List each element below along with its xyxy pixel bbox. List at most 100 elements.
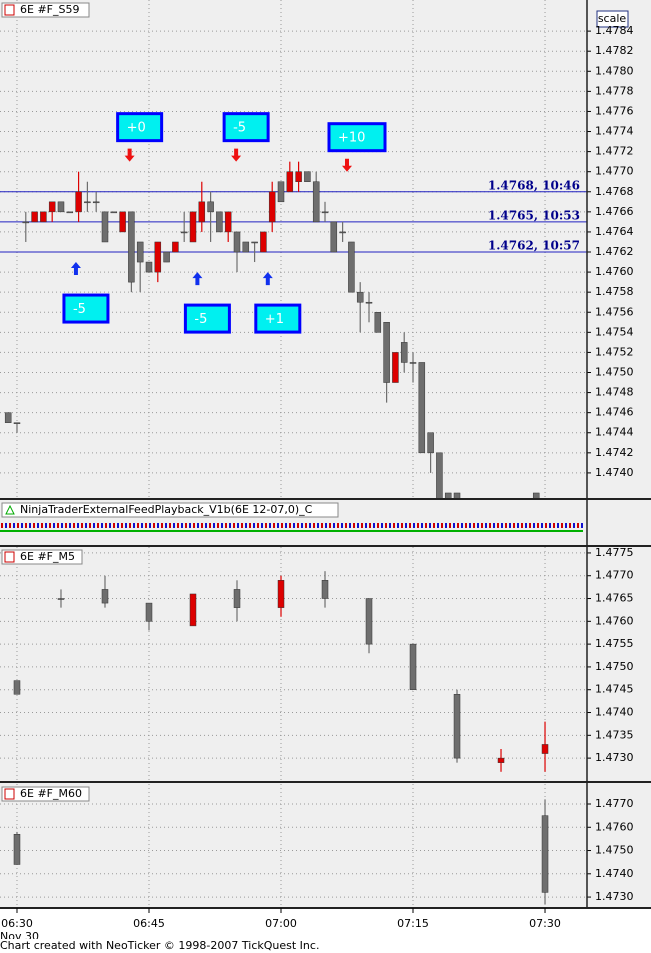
indicator-marker xyxy=(421,523,423,528)
indicator-marker xyxy=(549,523,551,528)
annotation-arrow xyxy=(231,148,242,162)
y-tick-label: 1.4758 xyxy=(595,285,634,298)
indicator-marker xyxy=(241,523,243,528)
indicator-marker xyxy=(261,523,263,528)
candle-body xyxy=(268,191,276,223)
indicator-marker xyxy=(313,523,315,528)
candle-body xyxy=(128,211,135,283)
scale-button[interactable] xyxy=(596,10,629,28)
indicator-marker xyxy=(317,523,319,528)
indicator-marker xyxy=(509,523,511,528)
candle-body xyxy=(101,589,109,604)
indicator-marker xyxy=(481,523,483,528)
x-tick-label: 06:30 xyxy=(1,917,33,930)
indicator-marker xyxy=(153,523,155,528)
y-tick-label: 1.4766 xyxy=(595,205,634,218)
candle-body xyxy=(101,211,109,243)
indicator-panel: NinjaTraderExternalFeedPlayback_V1b(6E 1… xyxy=(0,500,587,545)
indicator-marker xyxy=(133,523,135,528)
candle-body xyxy=(224,211,232,233)
candle-body xyxy=(31,211,38,223)
panel-tab xyxy=(1,2,90,18)
indicator-marker xyxy=(225,523,227,528)
candle-body xyxy=(453,694,461,759)
y-tick-label: 1.4746 xyxy=(595,406,634,419)
indicator-marker xyxy=(209,523,211,528)
level-label: 1.4762, 10:57 xyxy=(488,239,580,253)
indicator-marker xyxy=(325,523,327,528)
indicator-marker xyxy=(341,523,343,528)
y-tick-label: 1.4750 xyxy=(595,844,634,857)
candle-body xyxy=(321,211,329,214)
indicator-marker xyxy=(541,523,543,528)
indicator-marker xyxy=(381,523,383,528)
indicator-marker xyxy=(465,523,467,528)
level-label: 1.4765, 10:53 xyxy=(488,208,580,222)
y-tick-label: 1.4764 xyxy=(595,225,634,238)
candle-body xyxy=(383,322,390,383)
annotation-text: +10 xyxy=(338,131,365,146)
indicator-marker xyxy=(337,523,339,528)
indicator-marker xyxy=(569,523,571,528)
candle-body xyxy=(92,201,100,204)
footer-bg xyxy=(0,939,651,953)
candle-body xyxy=(541,744,549,754)
panel-tab xyxy=(1,549,83,565)
candle-body xyxy=(172,241,179,253)
annotation-arrow xyxy=(342,158,353,172)
indicator-marker xyxy=(525,523,527,528)
panel: 1.4768, 10:46 1.4765, 10:53 1.4762, 10:57 +… xyxy=(0,0,587,498)
indicator-marker xyxy=(533,523,535,528)
indicator-marker xyxy=(149,523,151,528)
y-tick-label: 1.4760 xyxy=(595,614,634,627)
indicator-marker xyxy=(249,523,251,528)
candle-body xyxy=(365,598,373,645)
indicator-marker xyxy=(301,523,303,528)
indicator-marker xyxy=(401,523,403,528)
indicator-marker xyxy=(429,523,431,528)
indicator-marker xyxy=(353,523,355,528)
y-tick-label: 1.4740 xyxy=(595,706,634,719)
indicator-marker xyxy=(581,523,583,528)
indicator-marker xyxy=(93,523,95,528)
indicator-marker xyxy=(285,523,287,528)
y-tick-label: 1.4744 xyxy=(595,426,634,439)
annotation-arrow xyxy=(262,272,273,286)
candle-body xyxy=(198,201,206,223)
indicator-marker xyxy=(485,523,487,528)
indicator-marker xyxy=(189,523,191,528)
candle-body xyxy=(154,241,162,273)
y-tick-label: 1.4760 xyxy=(595,820,634,833)
candle-body xyxy=(163,251,170,263)
indicator-marker xyxy=(373,523,375,528)
indicator-marker xyxy=(85,523,87,528)
indicator-marker xyxy=(161,523,163,528)
annotation-box xyxy=(116,112,164,143)
candle-body xyxy=(57,598,65,600)
candle-body xyxy=(216,211,223,233)
indicator-marker xyxy=(253,523,255,528)
indicator-marker xyxy=(577,523,579,528)
indicator-marker xyxy=(425,523,427,528)
indicator-marker xyxy=(277,523,279,528)
indicator-marker xyxy=(181,523,183,528)
y-tick-label: 1.4776 xyxy=(595,104,634,117)
y-tick-label: 1.4770 xyxy=(595,569,634,582)
indicator-marker xyxy=(365,523,367,528)
indicator-marker xyxy=(77,523,79,528)
scale-button-label[interactable]: scale xyxy=(598,12,627,25)
indicator-marker xyxy=(117,523,119,528)
indicator-marker xyxy=(265,523,267,528)
indicator-marker xyxy=(25,523,27,528)
annotation-text: -5 xyxy=(73,302,86,317)
candle-body xyxy=(13,834,21,865)
candle-body xyxy=(110,211,118,214)
indicator-marker xyxy=(121,523,123,528)
indicator-marker xyxy=(445,523,447,528)
candle-body xyxy=(312,181,320,223)
candle-body xyxy=(497,757,505,763)
candle-body xyxy=(409,362,417,364)
indicator-marker xyxy=(437,523,439,528)
candle-body xyxy=(242,241,250,253)
annotation-text: -5 xyxy=(233,121,246,136)
